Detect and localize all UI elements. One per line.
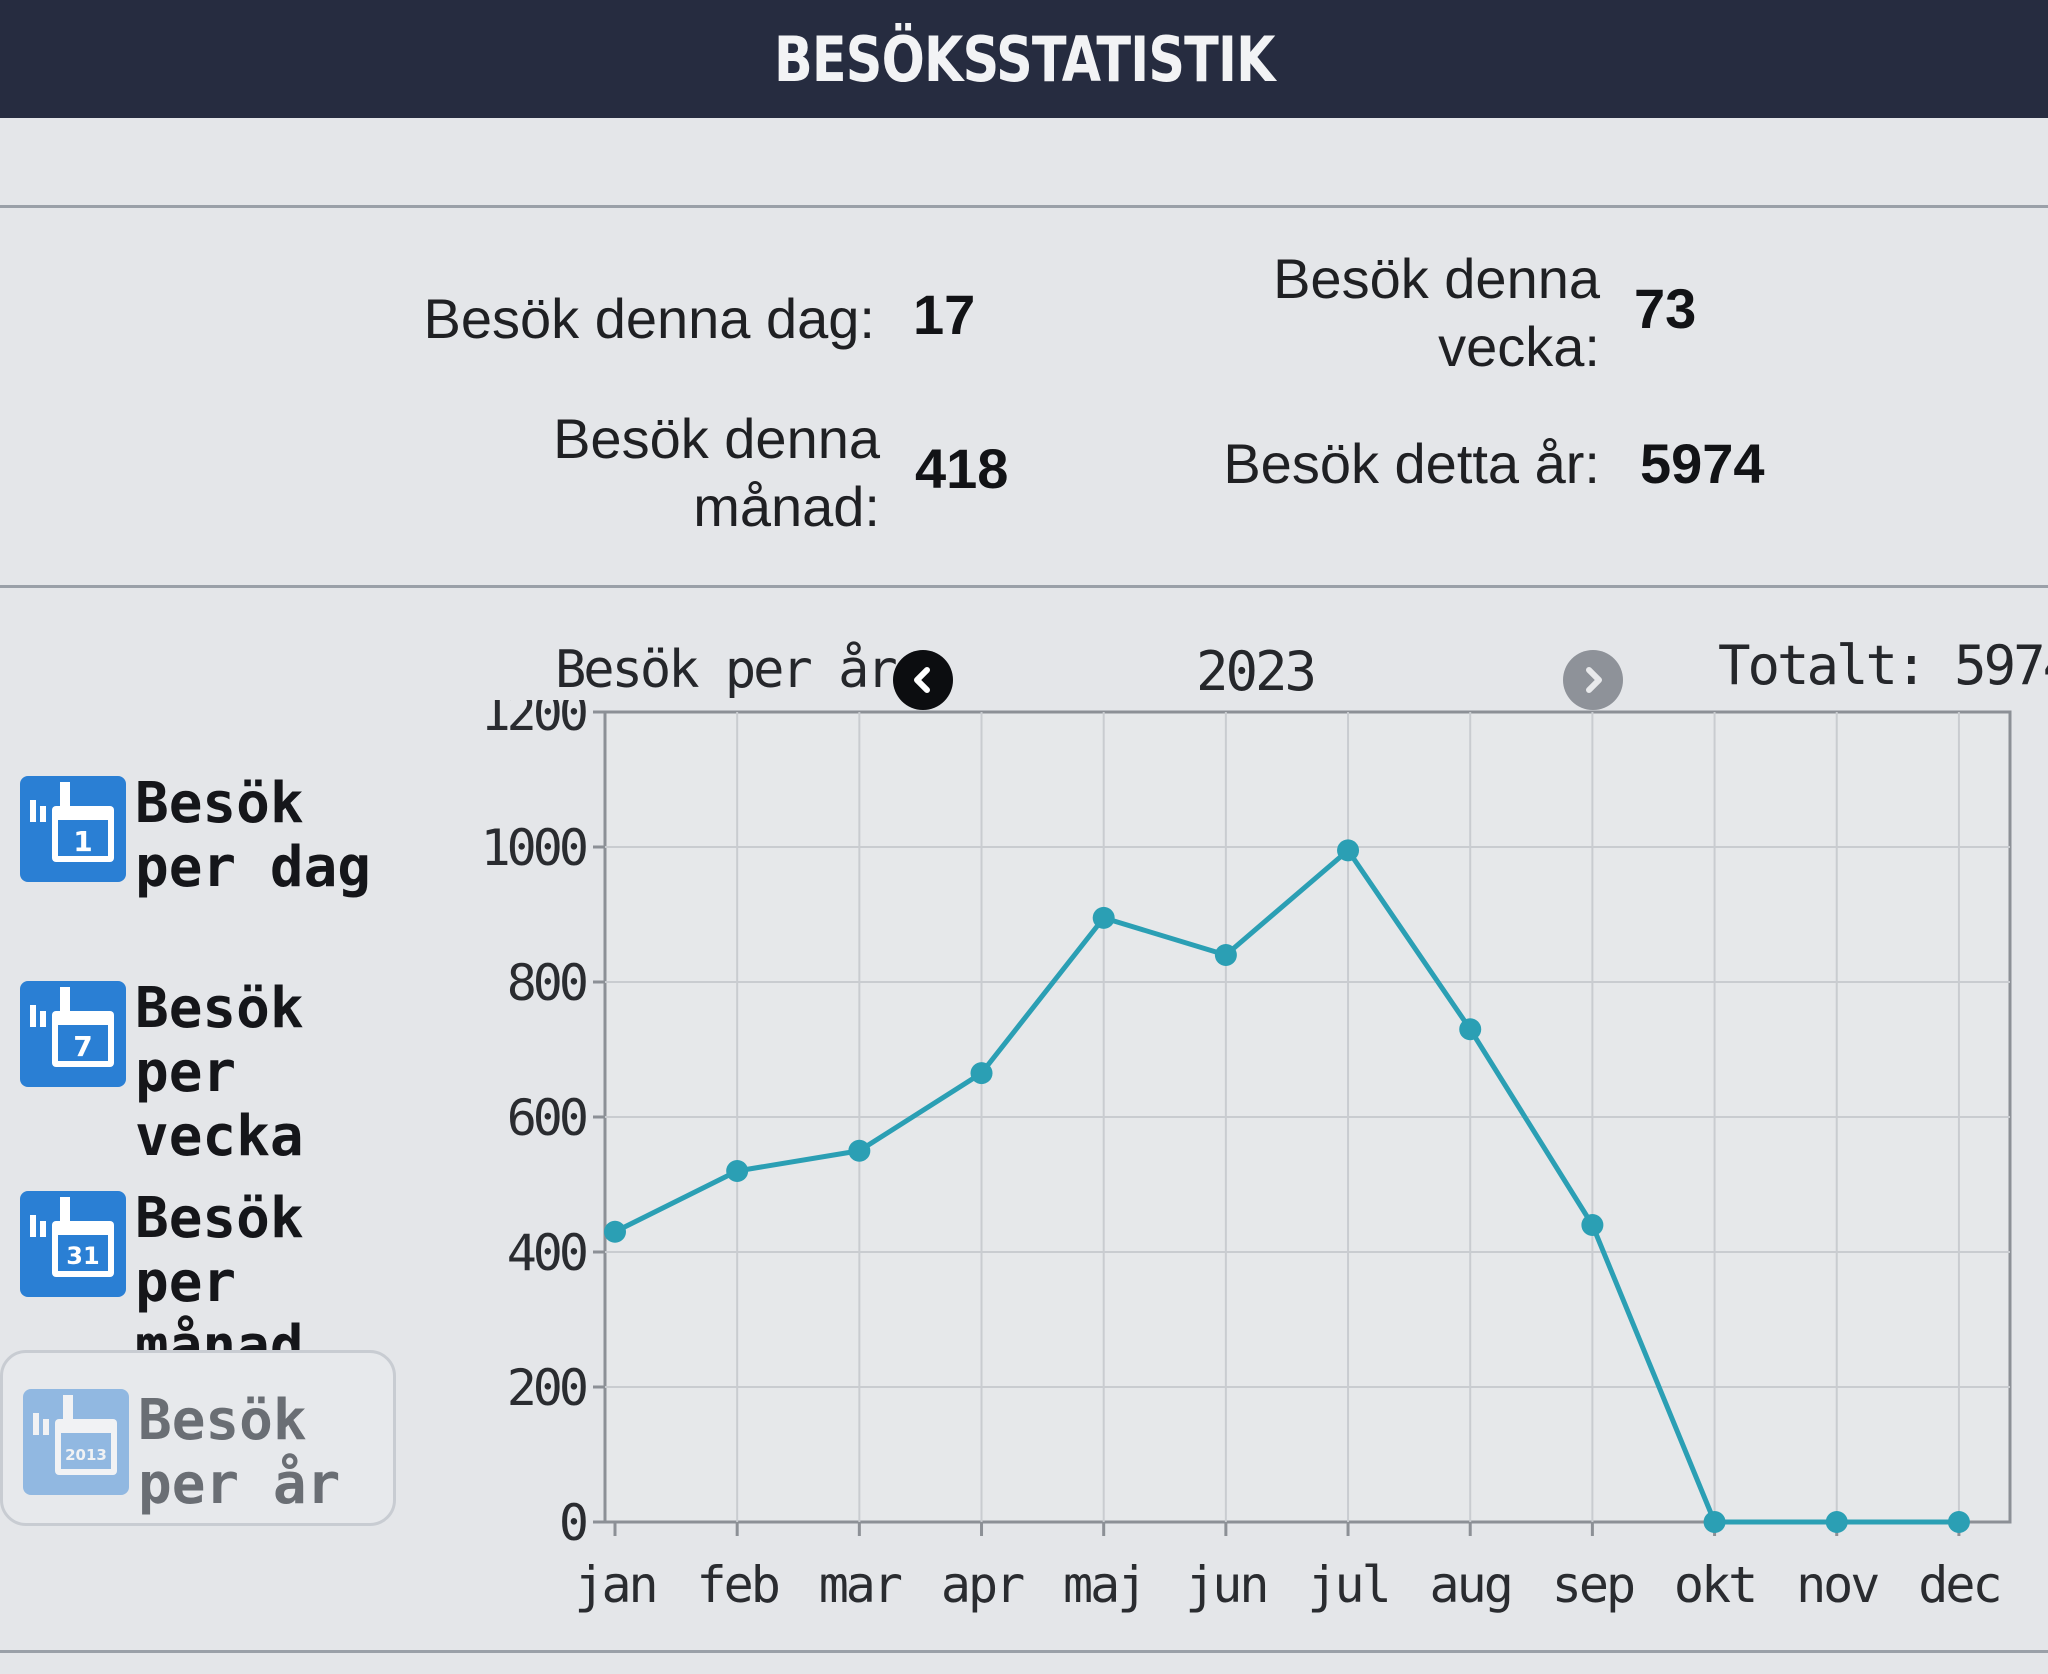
page-title: BESÖKSSTATISTIK bbox=[773, 22, 1276, 96]
x-tick-label: apr bbox=[941, 1556, 1024, 1614]
x-tick-label: feb bbox=[697, 1556, 779, 1614]
svg-text:2013: 2013 bbox=[65, 1446, 107, 1464]
x-tick-label: aug bbox=[1430, 1556, 1511, 1614]
stat-day-value: 17 bbox=[913, 283, 976, 346]
stat-day-label: Besök denna dag: bbox=[423, 287, 875, 350]
previous-year-button[interactable] bbox=[893, 650, 953, 710]
stat-week-label: Besök denna vecka: bbox=[1273, 247, 1600, 378]
app-header: BESÖKSSTATISTIK bbox=[0, 0, 2048, 118]
data-point bbox=[1092, 906, 1115, 929]
y-tick-label: 1200 bbox=[481, 700, 586, 742]
x-tick-label: sep bbox=[1552, 1556, 1634, 1614]
svg-text:1: 1 bbox=[73, 825, 92, 858]
stat-year-label: Besök detta år: bbox=[1223, 432, 1600, 495]
series-line bbox=[613, 847, 1959, 1525]
y-tick-label: 0 bbox=[559, 1494, 586, 1552]
next-year-button[interactable] bbox=[1563, 650, 1623, 710]
period-menu: 1 Besök per dag 7 Besök per vecka bbox=[0, 740, 400, 1540]
chart-total: Totalt: 5974 bbox=[1718, 634, 2048, 697]
chart-header: Besök per år: 2023 Totalt: 5974 bbox=[0, 620, 2048, 720]
data-point bbox=[848, 1139, 871, 1162]
x-tick-label: jul bbox=[1307, 1556, 1388, 1614]
menu-item-per-vecka[interactable]: 7 Besök per vecka bbox=[0, 965, 390, 1169]
x-tick-label: jan bbox=[574, 1556, 655, 1614]
data-point bbox=[1459, 1018, 1482, 1041]
data-point bbox=[1703, 1511, 1726, 1533]
visits-chart: 0 200 400 600 800 1000 1200 jan feb mar apr maj jun j… bbox=[440, 684, 2048, 1630]
divider bbox=[0, 585, 2048, 588]
calendar-day-icon: 1 bbox=[20, 776, 126, 882]
calendar-year-icon: 2013 bbox=[23, 1389, 129, 1495]
x-tick-label: jun bbox=[1185, 1556, 1266, 1614]
x-tick-label: okt bbox=[1674, 1556, 1755, 1614]
menu-item-per-dag[interactable]: 1 Besök per dag bbox=[0, 760, 390, 900]
data-point bbox=[1337, 839, 1360, 862]
divider bbox=[0, 205, 2048, 208]
divider bbox=[0, 1650, 2048, 1653]
calendar-month-icon: 31 bbox=[20, 1191, 126, 1297]
chevron-right-icon bbox=[1586, 667, 1602, 693]
y-tick-label: 200 bbox=[507, 1359, 586, 1417]
y-tick-label: 800 bbox=[507, 954, 586, 1012]
menu-item-label: Besök per dag bbox=[135, 771, 372, 900]
visits-line-chart: 0 200 400 600 800 1000 1200 jan feb mar apr maj jun j… bbox=[481, 684, 2012, 1614]
y-tick-label: 600 bbox=[507, 1089, 586, 1147]
stats-panel: Besök denna dag: 17 Besök denna vecka: 7… bbox=[0, 215, 2048, 575]
stat-month-label: Besök denna månad: bbox=[553, 407, 880, 538]
svg-text:7: 7 bbox=[73, 1030, 92, 1063]
stat-month-value: 418 bbox=[915, 437, 1009, 500]
menu-item-per-manad[interactable]: 31 Besök per månad bbox=[0, 1175, 390, 1379]
calendar-week-icon: 7 bbox=[20, 981, 126, 1087]
menu-item-per-ar[interactable]: 2013 Besök per år bbox=[0, 1350, 396, 1526]
chart-period-label: Besök per år: bbox=[555, 640, 926, 700]
data-point bbox=[1214, 944, 1237, 966]
x-tick-label: dec bbox=[1918, 1556, 1999, 1614]
x-tick-label: nov bbox=[1796, 1556, 1878, 1614]
x-tick-label: maj bbox=[1063, 1556, 1144, 1614]
x-tick-label: mar bbox=[819, 1556, 902, 1614]
chart-year: 2023 bbox=[1196, 640, 1317, 703]
data-point bbox=[1581, 1214, 1604, 1236]
menu-item-label: Besök per år bbox=[138, 1388, 341, 1517]
stat-year-value: 5974 bbox=[1640, 432, 1765, 495]
stat-week-value: 73 bbox=[1634, 277, 1697, 340]
y-tick-label: 1000 bbox=[481, 819, 586, 877]
data-point bbox=[1947, 1511, 1970, 1533]
y-tick-label: 400 bbox=[507, 1224, 586, 1282]
data-point bbox=[726, 1160, 749, 1182]
svg-text:31: 31 bbox=[66, 1242, 99, 1270]
data-point bbox=[604, 1220, 626, 1243]
menu-item-label: Besök per vecka bbox=[135, 976, 304, 1169]
data-point bbox=[970, 1062, 993, 1085]
data-point bbox=[1825, 1511, 1848, 1533]
chevron-left-icon bbox=[914, 667, 930, 693]
